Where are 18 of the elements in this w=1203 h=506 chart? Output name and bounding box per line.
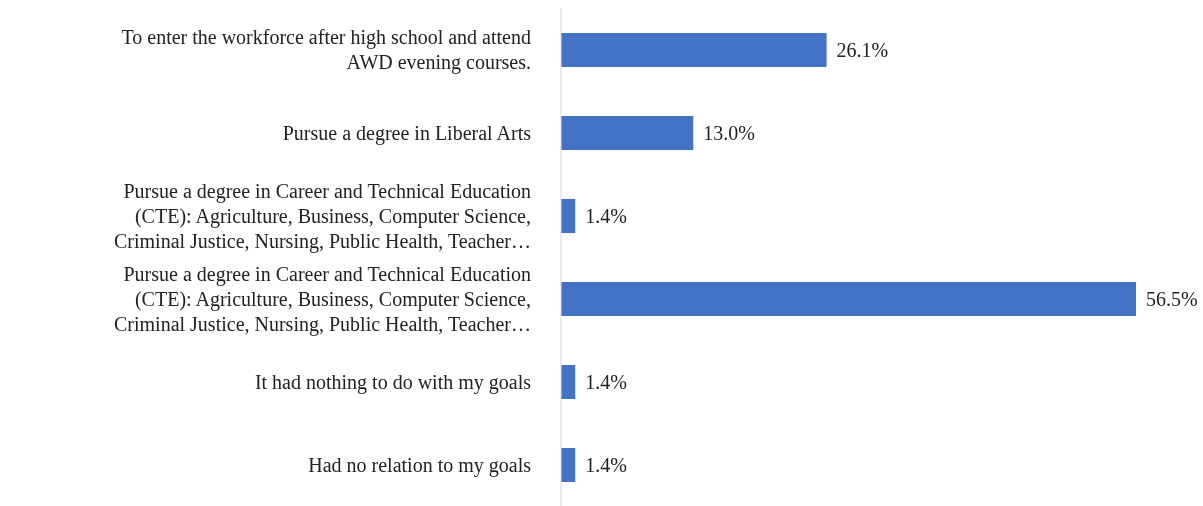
- data-label: 1.4%: [585, 454, 627, 477]
- bar: [561, 199, 576, 233]
- y-tick-label: Had no relation to my goals: [308, 453, 532, 477]
- data-label: 13.0%: [703, 122, 755, 145]
- y-tick-label: To enter the workforce after high school and attend AWD evening courses.: [121, 26, 531, 74]
- data-label: 1.4%: [585, 205, 627, 228]
- bar: [561, 116, 694, 150]
- y-tick-label: Pursue a degree in Career and Technical Education (CTE): Agriculture, Business, Computer Science, Criminal Justice, Nursing, Public Health, Teacher…: [113, 262, 531, 336]
- data-label: 26.1%: [836, 39, 889, 62]
- y-tick-label: Pursue a degree in Liberal Arts: [282, 121, 532, 145]
- bar: [561, 282, 1136, 316]
- data-label: 1.4%: [585, 371, 627, 394]
- y-tick-label: It had nothing to do with my goals: [254, 370, 532, 394]
- bar: [561, 448, 576, 482]
- bar: [561, 33, 827, 67]
- y-tick-label: Pursue a degree in Career and Technical Education (CTE): Agriculture, Business, Computer Science, Criminal Justice, Nursing, Public Health, Teacher…: [113, 179, 531, 253]
- data-label: 56.5%: [1146, 288, 1198, 311]
- bar: [561, 365, 576, 399]
